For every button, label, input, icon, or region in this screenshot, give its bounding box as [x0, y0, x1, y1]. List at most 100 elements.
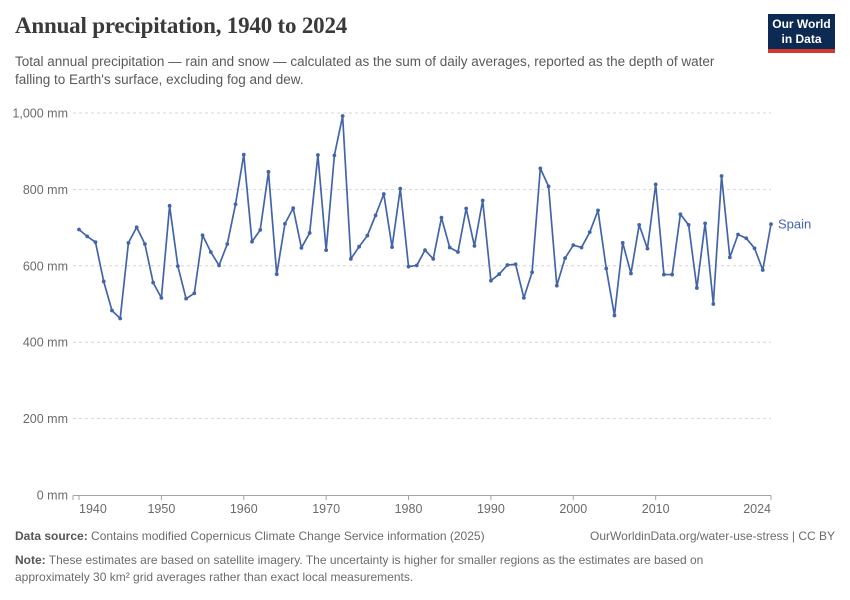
data-point — [727, 255, 732, 260]
owid-logo[interactable]: Our World in Data — [768, 14, 835, 53]
data-point — [447, 245, 452, 250]
data-point — [604, 266, 609, 271]
data-point — [340, 114, 345, 118]
x-tick-label: 1970 — [312, 502, 340, 516]
data-point — [208, 250, 213, 254]
precipitation-line-chart: 0 mm 200 mm 400 mm 600 mm 800 mm 1,000 mm 1940… — [12, 107, 811, 517]
data-point — [653, 182, 658, 187]
data-point — [101, 279, 106, 284]
data-point — [143, 242, 147, 246]
data-point — [464, 206, 469, 211]
data-point — [134, 225, 139, 230]
data-point — [563, 256, 567, 261]
entity-label: Spain — [778, 217, 811, 232]
data-point — [662, 272, 666, 277]
data-source-label: Data source: — [15, 529, 88, 543]
data-source-text: Contains modified Copernicus Climate Cha… — [91, 529, 485, 543]
footer-link[interactable]: OurWorldinData.org/water-use-stress | CC… — [590, 529, 835, 543]
data-point — [678, 212, 683, 217]
data-point — [233, 202, 238, 207]
y-tick-label: 600 mm — [23, 259, 68, 273]
data-point — [513, 262, 518, 267]
data-point — [521, 295, 526, 300]
chart-plot-area[interactable]: 0 mm 200 mm 400 mm 600 mm 800 mm 1,000 mm 1940… — [0, 0, 850, 525]
data-point — [571, 243, 576, 248]
chart-subtitle: Total annual precipitation — rain and sn… — [15, 54, 715, 87]
data-point — [546, 184, 551, 189]
data-point — [316, 153, 320, 157]
x-tick-label: 1990 — [477, 502, 505, 516]
data-point — [390, 245, 394, 249]
data-point — [93, 240, 98, 245]
data-point — [505, 263, 510, 267]
note-label: Note: — [15, 553, 46, 567]
data-point — [736, 232, 740, 237]
note-text: These estimates are based on satellite i… — [15, 553, 704, 584]
data-point — [126, 240, 131, 245]
data-point — [291, 206, 296, 211]
data-point — [406, 264, 411, 269]
data-point — [703, 221, 707, 226]
data-source-line: Data source: Contains modified Copernicu… — [15, 529, 485, 543]
data-point — [637, 223, 642, 227]
data-point — [596, 208, 600, 213]
data-point — [241, 152, 246, 157]
data-point — [645, 246, 650, 251]
data-point — [538, 166, 543, 171]
x-tick-label: 2010 — [642, 502, 670, 516]
data-point — [670, 272, 675, 277]
data-point — [760, 268, 765, 272]
data-point — [110, 308, 114, 313]
x-tick-label: 2000 — [559, 502, 587, 516]
note-line: Note: These estimates are based on satel… — [15, 552, 737, 585]
y-tick-label: 800 mm — [23, 183, 68, 197]
data-point — [744, 236, 749, 241]
data-point — [175, 264, 180, 269]
y-tick-label: 200 mm — [23, 412, 68, 426]
data-point — [752, 246, 757, 251]
data-point — [250, 239, 254, 244]
chart-footer: Data source: Contains modified Copernicu… — [15, 529, 835, 585]
data-point — [554, 283, 559, 288]
data-point — [620, 240, 625, 245]
data-point — [167, 203, 172, 208]
x-tick-label: 1950 — [147, 502, 175, 516]
x-tick-label: 1940 — [79, 502, 107, 516]
data-point — [225, 242, 230, 246]
data-point — [587, 230, 592, 235]
data-point — [217, 263, 221, 268]
data-point — [151, 280, 156, 285]
data-point — [85, 234, 90, 239]
data-point — [497, 272, 502, 277]
data-point — [414, 263, 419, 268]
data-point — [686, 223, 691, 227]
data-point — [769, 222, 773, 227]
owid-logo-line2: in Data — [781, 32, 822, 46]
data-point — [283, 221, 287, 226]
data-point — [530, 270, 534, 275]
data-point — [266, 169, 271, 174]
data-point — [77, 227, 81, 232]
data-point — [357, 244, 361, 249]
data-point — [200, 233, 205, 238]
data-point — [258, 227, 263, 232]
data-point — [629, 271, 633, 276]
y-tick-label: 400 mm — [23, 336, 68, 350]
data-point — [694, 286, 699, 290]
data-point — [480, 198, 485, 203]
data-point — [324, 248, 329, 253]
data-point — [307, 231, 312, 235]
page-title: Annual precipitation, 1940 to 2024 — [15, 13, 348, 38]
x-tick-label: 1960 — [230, 502, 258, 516]
series-line — [78, 115, 772, 320]
owid-logo-line1: Our World — [772, 17, 831, 31]
data-point — [719, 174, 724, 178]
data-point — [472, 244, 477, 248]
data-point — [299, 245, 304, 250]
data-point — [184, 296, 188, 301]
data-point — [423, 248, 427, 253]
data-point — [159, 295, 164, 300]
data-point — [192, 291, 197, 296]
data-point — [348, 257, 353, 261]
